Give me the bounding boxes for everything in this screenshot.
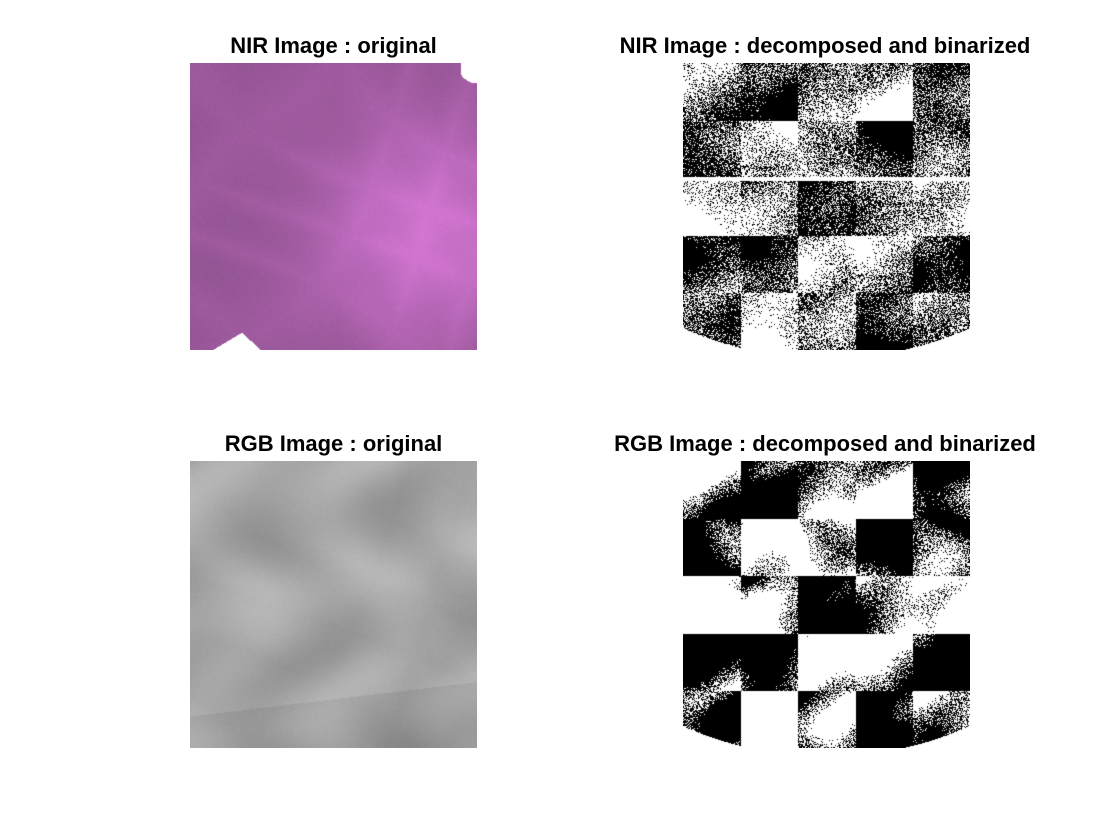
nir-binarized-title: NIR Image : decomposed and binarized [619,33,1031,58]
nir-original-title: NIR Image : original [230,33,437,58]
rgb-original-title: RGB Image : original [224,431,443,456]
rgb-original-image [190,461,477,748]
rgb-binarized-title: RGB Image : decomposed and binarized [614,431,1036,456]
nir-binarized-image [683,63,970,350]
nir-original-image [190,63,477,350]
rgb-binarized-image [683,461,970,748]
